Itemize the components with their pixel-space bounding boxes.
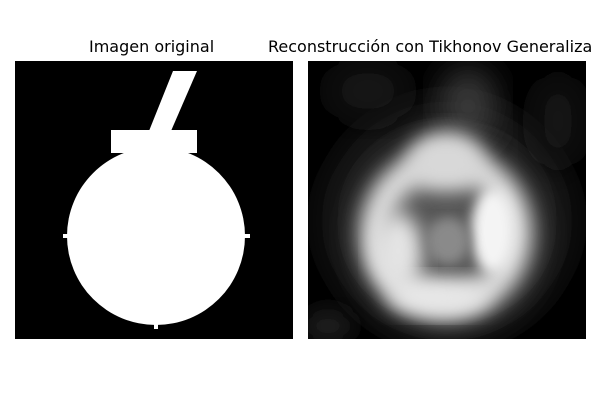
right-bright [471,189,515,273]
original-image-panel [15,61,293,339]
original-image-title: Imagen original [89,37,215,56]
body-shape [67,147,245,325]
cap-shape [111,130,197,153]
left-nub [63,234,69,238]
center-mid [426,217,470,265]
left-bright [373,213,423,289]
reconstruction-image [308,61,586,339]
stem-glow [440,68,496,144]
original-image [15,61,293,339]
bottom-nub [154,323,158,329]
bottom-bright [388,278,488,314]
top-bright [408,131,484,191]
reconstruction-panel [308,61,586,339]
haze-corner-2 [533,76,583,166]
right-nub [244,234,250,238]
haze-corner-1 [328,61,408,121]
stem-shape [149,71,197,131]
haze-corner-3 [308,308,353,339]
reconstruction-title: Reconstrucción con Tikhonov Generaliza [268,37,593,56]
